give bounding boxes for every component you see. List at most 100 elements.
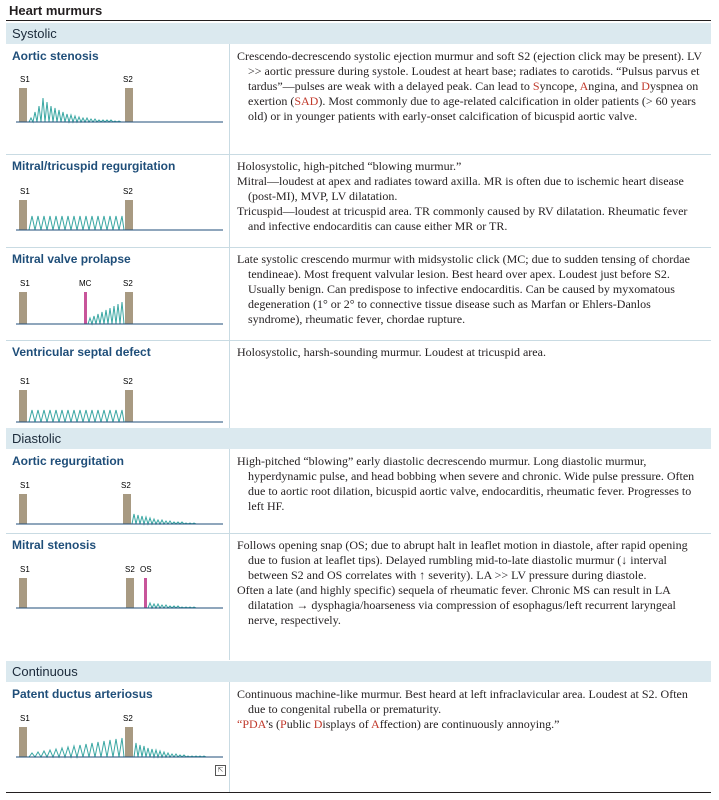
label-s1: S1 [20,75,30,84]
sad-mnemonic: SAD [294,94,319,108]
column-divider [229,682,230,792]
label-s1: S1 [20,279,30,288]
s2-bar [125,292,133,324]
expand-icon[interactable]: ⇱ [215,765,226,776]
label-s2: S2 [125,565,135,574]
desc-text: ). Most commonly due to age-related calc… [248,94,696,123]
p-initial: P [280,717,287,731]
label-s1: S1 [20,565,30,574]
desc-text: ngina, and [588,79,642,93]
label-s2: S2 [123,187,133,196]
row-separator [6,340,711,341]
s2-bar [126,578,134,608]
s1-bar [19,494,27,524]
label-s1: S1 [20,481,30,490]
a-initial: A [371,717,380,731]
desc-text: isplays of [322,717,372,731]
murmur-title-mitral-stenosis: Mitral stenosis [12,538,97,552]
label-os: OS [140,565,152,574]
label-mc: MC [79,279,92,288]
top-rule [6,20,711,21]
s1-bar [19,727,27,757]
s1-bar [19,390,27,422]
murmur-wave [28,737,125,759]
label-s1: S1 [20,714,30,723]
desc-text: ’s ( [265,717,281,731]
desc-text: ublic [286,717,314,731]
mnemonic-quote: “ [237,717,243,731]
murmur-wave [28,97,122,124]
label-s1: S1 [20,377,30,386]
murmur-title-aortic-stenosis: Aortic stenosis [12,49,99,63]
murmur-wave [131,513,197,526]
desc-text: yncope, [539,79,580,93]
murmur-title-mitral-tricuspid-regurgitation: Mitral/tricuspid regurgitation [12,159,176,173]
description-patent-ductus-arteriosus: Continuous machine-like murmur. Best hea… [237,687,705,732]
mnemonic-paragraph: “PDA’s (Public Displays of Affection) ar… [237,717,705,732]
murmur-wave [28,215,125,231]
desc-paragraph: Holosystolic, high-pitched “blowing murm… [237,159,462,173]
murmur-wave-diastolic [133,742,207,759]
column-divider [229,44,230,428]
description-aortic-regurgitation: High-pitched “blowing” early diastolic d… [237,454,705,514]
section-label: Continuous [12,664,78,679]
section-systolic: Systolic [6,23,711,44]
label-s2: S2 [123,279,133,288]
desc-text: yspnea on exertion ( [248,79,699,108]
dyspnea-initial: D [641,79,650,93]
s1-bar [19,200,27,230]
description-aortic-stenosis: Crescendo-decrescendo systolic ejection … [237,49,705,124]
section-diastolic: Diastolic [6,428,711,449]
section-continuous: Continuous [6,661,711,682]
s1-bar [19,578,27,608]
phonogram-mitral-stenosis: S1 S2 OS [16,565,223,610]
desc-text: Crescendo-decrescendo systolic ejection … [237,49,702,93]
bottom-rule [6,792,711,793]
description-mitral-valve-prolapse: Late systolic crescendo murmur with mids… [237,252,705,327]
desc-paragraph: Mitral—loudest at apex and radiates towa… [237,174,684,203]
phonogram-ventricular-septal-defect: S1 S2 [16,377,223,423]
desc-paragraph: High-pitched “blowing” early diastolic d… [237,454,695,513]
s2-bar [125,88,133,122]
murmur-wave [28,409,125,423]
description-mitral-stenosis: Follows opening snap (OS; due to abrupt … [237,538,705,628]
s2-bar [123,494,131,524]
s2-bar [125,390,133,422]
row-separator [6,533,711,534]
phonogram-aortic-stenosis: S1 S2 [16,75,223,124]
desc-paragraph: Holosystolic, harsh-sounding murmur. Lou… [237,345,546,359]
murmur-wave [147,601,197,610]
phonogram-aortic-regurgitation: S1 S2 [16,481,223,526]
murmur-wave [87,301,125,326]
phonogram-mitral-valve-prolapse: S1 MC S2 [16,279,223,326]
desc-paragraph: Tricuspid—loudest at tricuspid area. TR … [237,204,688,233]
label-s2: S2 [121,481,131,490]
d-initial: D [313,717,323,731]
label-s1: S1 [20,187,30,196]
section-label: Systolic [12,26,57,41]
murmur-title-aortic-regurgitation: Aortic regurgitation [12,454,125,468]
s1-bar [19,292,27,324]
murmur-title-mitral-valve-prolapse: Mitral valve prolapse [12,252,131,266]
description-mitral-tricuspid-regurgitation: Holosystolic, high-pitched “blowing murm… [237,159,705,234]
row-separator [6,154,711,155]
murmur-title-ventricular-septal-defect: Ventricular septal defect [12,345,151,359]
s2-bar [125,200,133,230]
section-label: Diastolic [12,431,62,446]
s1-bar [19,88,27,122]
row-separator [6,247,711,248]
label-s2: S2 [123,75,133,84]
label-s2: S2 [123,714,133,723]
page-title: Heart murmurs [9,3,103,18]
column-divider [229,449,230,660]
syncope-initial: S [532,79,540,93]
angina-initial: A [579,79,589,93]
desc-paragraph: Late systolic crescendo murmur with mids… [237,252,690,326]
murmur-title-patent-ductus-arteriosus: Patent ductus arteriosus [12,687,153,701]
pda-mnemonic: PDA [242,717,266,731]
phonogram-patent-ductus-arteriosus: S1 S2 [16,714,223,759]
s2-bar [125,727,133,757]
desc-paragraph: Follows opening snap (OS; due to abrupt … [237,538,688,582]
description-ventricular-septal-defect: Holosystolic, harsh-sounding murmur. Lou… [237,345,705,360]
desc-text: ffection) are continuously annoying.” [379,717,560,731]
